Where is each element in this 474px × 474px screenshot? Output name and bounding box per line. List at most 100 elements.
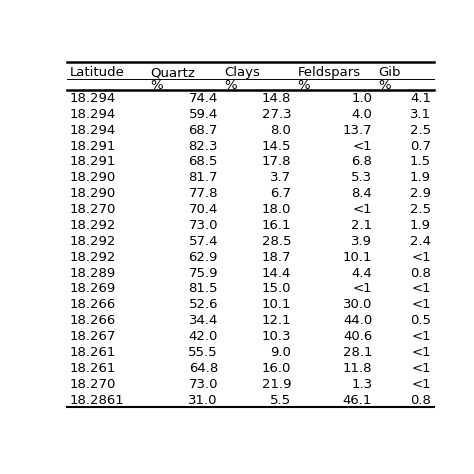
Text: 18.270: 18.270 — [70, 203, 116, 216]
Text: 73.0: 73.0 — [189, 378, 218, 391]
Text: 10.1: 10.1 — [343, 251, 372, 264]
Text: 21.9: 21.9 — [262, 378, 292, 391]
Text: 68.7: 68.7 — [189, 124, 218, 137]
Text: <1: <1 — [411, 330, 431, 343]
Text: %: % — [224, 79, 237, 92]
Text: 1.9: 1.9 — [410, 219, 431, 232]
Text: 1.3: 1.3 — [351, 378, 372, 391]
Text: 4.0: 4.0 — [351, 108, 372, 121]
Text: 18.0: 18.0 — [262, 203, 292, 216]
Text: 18.7: 18.7 — [262, 251, 292, 264]
Text: Gib: Gib — [378, 66, 401, 79]
Text: 1.0: 1.0 — [351, 92, 372, 105]
Text: 0.7: 0.7 — [410, 139, 431, 153]
Text: Quartz: Quartz — [150, 66, 195, 79]
Text: 30.0: 30.0 — [343, 298, 372, 311]
Text: 18.289: 18.289 — [70, 266, 116, 280]
Text: <1: <1 — [411, 283, 431, 295]
Text: <1: <1 — [411, 378, 431, 391]
Text: 68.5: 68.5 — [189, 155, 218, 168]
Text: 52.6: 52.6 — [189, 298, 218, 311]
Text: 81.5: 81.5 — [189, 283, 218, 295]
Text: 14.5: 14.5 — [262, 139, 292, 153]
Text: <1: <1 — [353, 139, 372, 153]
Text: 6.8: 6.8 — [351, 155, 372, 168]
Text: 18.291: 18.291 — [70, 139, 116, 153]
Text: 18.267: 18.267 — [70, 330, 116, 343]
Text: 64.8: 64.8 — [189, 362, 218, 375]
Text: 18.2861: 18.2861 — [70, 393, 124, 407]
Text: Feldspars: Feldspars — [297, 66, 360, 79]
Text: 3.1: 3.1 — [410, 108, 431, 121]
Text: 18.261: 18.261 — [70, 346, 116, 359]
Text: 14.8: 14.8 — [262, 92, 292, 105]
Text: 59.4: 59.4 — [189, 108, 218, 121]
Text: Latitude: Latitude — [70, 66, 124, 79]
Text: 5.5: 5.5 — [270, 393, 292, 407]
Text: 42.0: 42.0 — [189, 330, 218, 343]
Text: 9.0: 9.0 — [271, 346, 292, 359]
Text: 18.266: 18.266 — [70, 314, 116, 327]
Text: 74.4: 74.4 — [189, 92, 218, 105]
Text: 18.294: 18.294 — [70, 108, 116, 121]
Text: <1: <1 — [411, 346, 431, 359]
Text: 18.290: 18.290 — [70, 171, 116, 184]
Text: 27.3: 27.3 — [262, 108, 292, 121]
Text: 18.290: 18.290 — [70, 187, 116, 200]
Text: 3.9: 3.9 — [351, 235, 372, 248]
Text: 2.4: 2.4 — [410, 235, 431, 248]
Text: 16.0: 16.0 — [262, 362, 292, 375]
Text: 10.3: 10.3 — [262, 330, 292, 343]
Text: 2.5: 2.5 — [410, 203, 431, 216]
Text: 4.4: 4.4 — [351, 266, 372, 280]
Text: 4.1: 4.1 — [410, 92, 431, 105]
Text: 3.7: 3.7 — [270, 171, 292, 184]
Text: 18.266: 18.266 — [70, 298, 116, 311]
Text: 55.5: 55.5 — [188, 346, 218, 359]
Text: 11.8: 11.8 — [343, 362, 372, 375]
Text: %: % — [150, 79, 163, 92]
Text: 18.294: 18.294 — [70, 124, 116, 137]
Text: 16.1: 16.1 — [262, 219, 292, 232]
Text: 70.4: 70.4 — [189, 203, 218, 216]
Text: <1: <1 — [411, 298, 431, 311]
Text: 44.0: 44.0 — [343, 314, 372, 327]
Text: %: % — [297, 79, 310, 92]
Text: 77.8: 77.8 — [189, 187, 218, 200]
Text: 8.0: 8.0 — [271, 124, 292, 137]
Text: 12.1: 12.1 — [262, 314, 292, 327]
Text: 18.270: 18.270 — [70, 378, 116, 391]
Text: 5.3: 5.3 — [351, 171, 372, 184]
Text: 73.0: 73.0 — [189, 219, 218, 232]
Text: 46.1: 46.1 — [343, 393, 372, 407]
Text: 15.0: 15.0 — [262, 283, 292, 295]
Text: %: % — [378, 79, 391, 92]
Text: 31.0: 31.0 — [189, 393, 218, 407]
Text: 18.269: 18.269 — [70, 283, 116, 295]
Text: 1.9: 1.9 — [410, 171, 431, 184]
Text: 81.7: 81.7 — [189, 171, 218, 184]
Text: <1: <1 — [353, 203, 372, 216]
Text: 57.4: 57.4 — [189, 235, 218, 248]
Text: 0.8: 0.8 — [410, 266, 431, 280]
Text: 14.4: 14.4 — [262, 266, 292, 280]
Text: 18.292: 18.292 — [70, 235, 116, 248]
Text: 17.8: 17.8 — [262, 155, 292, 168]
Text: 40.6: 40.6 — [343, 330, 372, 343]
Text: 1.5: 1.5 — [410, 155, 431, 168]
Text: 34.4: 34.4 — [189, 314, 218, 327]
Text: 82.3: 82.3 — [189, 139, 218, 153]
Text: <1: <1 — [411, 251, 431, 264]
Text: 0.5: 0.5 — [410, 314, 431, 327]
Text: 8.4: 8.4 — [351, 187, 372, 200]
Text: 18.261: 18.261 — [70, 362, 116, 375]
Text: <1: <1 — [353, 283, 372, 295]
Text: 28.5: 28.5 — [262, 235, 292, 248]
Text: 75.9: 75.9 — [189, 266, 218, 280]
Text: 2.5: 2.5 — [410, 124, 431, 137]
Text: 18.291: 18.291 — [70, 155, 116, 168]
Text: 18.292: 18.292 — [70, 219, 116, 232]
Text: 13.7: 13.7 — [343, 124, 372, 137]
Text: 6.7: 6.7 — [270, 187, 292, 200]
Text: 2.9: 2.9 — [410, 187, 431, 200]
